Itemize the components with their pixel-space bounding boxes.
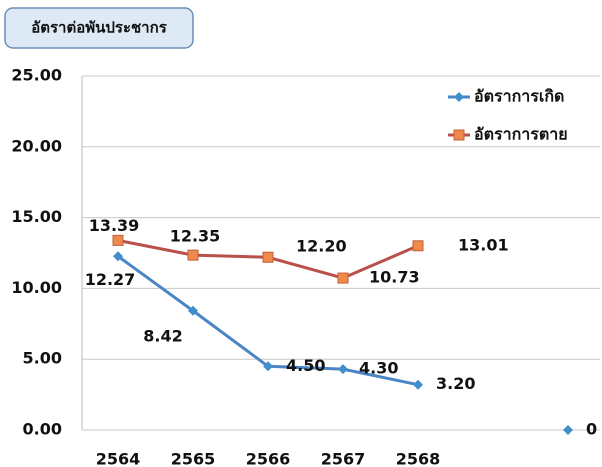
- point: [187, 249, 199, 261]
- x-tick-label: 2568: [396, 450, 441, 467]
- data-label: 0: [586, 420, 597, 439]
- x-tick-label: 2567: [321, 450, 366, 467]
- point: [338, 364, 348, 375]
- data-label: 12.35: [170, 227, 221, 246]
- data-label: 13.39: [89, 216, 140, 235]
- point: [263, 361, 273, 372]
- data-label: 13.01: [458, 235, 509, 254]
- legend-label: อัตราการตาย: [474, 125, 568, 144]
- y-tick-label: 10.00: [11, 278, 62, 297]
- data-label: 3.20: [436, 374, 475, 393]
- point: [563, 425, 573, 435]
- data-label: 10.73: [369, 268, 420, 287]
- point: [413, 379, 423, 390]
- data-label: 4.50: [286, 356, 325, 375]
- y-tick-label: 20.00: [11, 136, 62, 155]
- point: [113, 251, 123, 262]
- x-tick-label: 2566: [246, 450, 291, 467]
- legend-label: อัตราการเกิด: [474, 87, 564, 106]
- data-label: 4.30: [359, 359, 398, 378]
- title-box: [4, 7, 194, 49]
- y-tick-label: 0.00: [23, 420, 62, 439]
- y-tick-label: 5.00: [23, 349, 62, 368]
- data-label: 12.20: [296, 237, 347, 256]
- data-label: 12.27: [85, 270, 136, 289]
- chart-title: อัตราต่อพันประชากร: [31, 19, 167, 37]
- point: [337, 272, 349, 284]
- x-tick-label: 2564: [96, 450, 141, 467]
- y-tick-label: 15.00: [11, 207, 62, 226]
- point: [412, 240, 424, 252]
- point: [112, 234, 124, 246]
- legend-marker: [453, 129, 465, 141]
- data-label: 8.42: [143, 326, 182, 345]
- x-tick-label: 2565: [171, 450, 216, 467]
- legend-marker: [454, 92, 464, 102]
- y-tick-label: 25.00: [11, 66, 62, 85]
- point: [188, 305, 198, 316]
- point: [262, 251, 274, 263]
